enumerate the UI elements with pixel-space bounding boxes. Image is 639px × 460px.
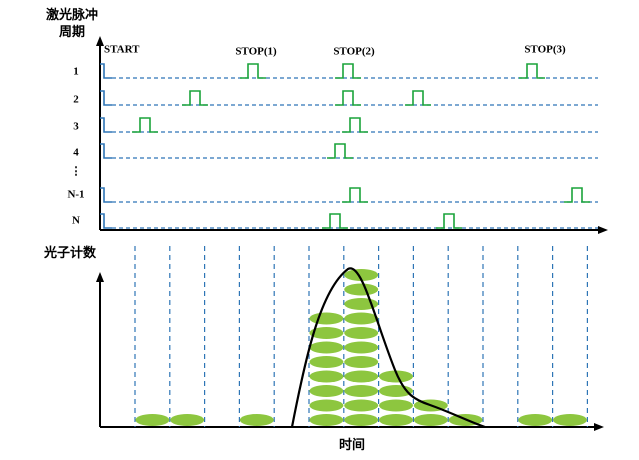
start-pulse (100, 143, 112, 159)
photon (344, 414, 379, 426)
bin-stack (170, 414, 205, 426)
stop-pulse (132, 117, 158, 133)
start-pulse (100, 90, 112, 106)
start-pulse (100, 187, 112, 203)
photon (135, 414, 170, 426)
stop-pulse (342, 117, 368, 133)
photon (413, 414, 448, 426)
row-label: 2 (73, 94, 79, 106)
stop-pulse (240, 63, 266, 79)
photon (344, 283, 379, 296)
stop-label: STOP(1) (235, 46, 277, 58)
photon (344, 269, 379, 281)
photon (344, 327, 379, 339)
photon (344, 399, 379, 412)
bin-stack (553, 414, 587, 426)
photon (553, 414, 587, 426)
arrow (598, 226, 608, 234)
row-label: N-1 (67, 189, 84, 201)
start-label: START (104, 44, 140, 56)
stop-pulse (436, 213, 462, 229)
y-label: 光子计数 (43, 245, 97, 260)
row-label: ⋮ (71, 166, 82, 178)
bin-stack (413, 399, 448, 426)
row-label: 4 (73, 147, 79, 159)
bin-stack (518, 414, 553, 426)
x-label: 时间 (339, 437, 365, 452)
photon (309, 414, 344, 426)
photon (344, 370, 379, 383)
arrow (594, 423, 604, 431)
start-pulse (100, 117, 112, 133)
stop-pulse (182, 90, 208, 106)
photon (309, 327, 344, 339)
photon (344, 356, 379, 368)
photon (379, 414, 413, 426)
arrow (96, 36, 104, 46)
photon (309, 312, 344, 325)
stop-pulse (327, 143, 353, 159)
photon (518, 414, 553, 426)
title-line: 周期 (59, 24, 85, 39)
stop-pulse (322, 213, 348, 229)
stop-pulse (519, 63, 545, 79)
photon (309, 341, 344, 354)
photon (309, 385, 344, 397)
bin-stack (239, 414, 274, 426)
start-pulse (100, 63, 112, 79)
stop-pulse (335, 63, 361, 79)
photon (309, 399, 344, 412)
photon (379, 370, 413, 383)
stop-pulse (564, 187, 590, 203)
bin-stack (379, 370, 413, 426)
stop-label: STOP(2) (333, 46, 375, 58)
photon (309, 356, 344, 368)
stop-label: STOP(3) (524, 44, 566, 56)
photon (239, 414, 274, 426)
photon (344, 385, 379, 397)
row-label: 3 (73, 121, 79, 133)
stop-pulse (342, 187, 368, 203)
row-label: 1 (73, 66, 79, 78)
fit-curve (290, 267, 486, 429)
row-label: N (72, 215, 80, 227)
start-pulse (100, 213, 112, 229)
bin-stack (344, 269, 379, 426)
bin-stack (135, 414, 170, 426)
photon (344, 341, 379, 354)
photon (344, 312, 379, 325)
stop-pulse (405, 90, 431, 106)
arrow (96, 272, 104, 282)
stop-pulse (335, 90, 361, 106)
title-line: 激光脉冲 (46, 7, 98, 22)
photon (379, 399, 413, 412)
photon (309, 370, 344, 383)
photon (170, 414, 205, 426)
